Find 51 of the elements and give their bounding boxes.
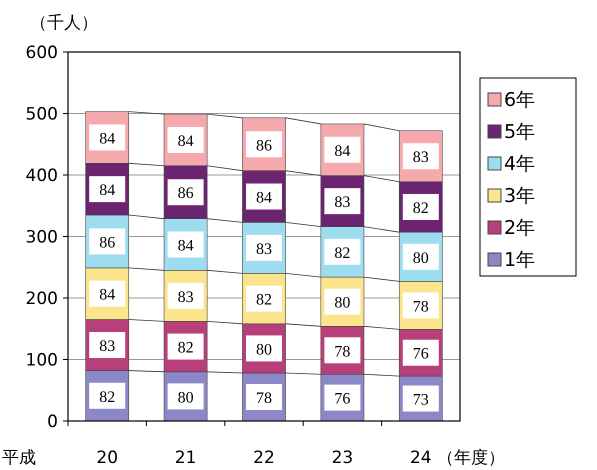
data-label: 82 (334, 244, 350, 262)
x-tick-label: 22 (253, 448, 275, 468)
x-axis-title: （年度） (436, 448, 505, 468)
data-label: 78 (412, 298, 429, 316)
y-tick-label: 500 (26, 104, 58, 124)
data-label: 84 (99, 130, 116, 148)
data-label: 78 (334, 343, 350, 360)
data-label: 86 (99, 234, 116, 252)
data-label: 86 (178, 185, 194, 202)
y-axis-title: （千人） (30, 13, 98, 33)
x-tick-label: 21 (174, 448, 196, 468)
data-label: 86 (256, 137, 272, 154)
data-label: 80 (256, 341, 272, 358)
data-label: 83 (412, 149, 429, 166)
data-label: 82 (99, 388, 116, 406)
data-label: 80 (412, 250, 429, 267)
legend-label: 3年 (504, 185, 536, 207)
legend-label: 1年 (504, 249, 536, 271)
data-label: 84 (256, 190, 272, 207)
y-tick-label: 600 (26, 43, 58, 63)
data-label: 76 (412, 346, 429, 363)
data-label: 80 (334, 294, 350, 312)
data-label: 84 (99, 286, 116, 304)
y-tick-label: 0 (47, 412, 58, 432)
legend-label: 2年 (504, 217, 536, 239)
data-label: 84 (178, 237, 194, 254)
y-tick-label: 400 (26, 166, 58, 186)
data-label: 82 (178, 340, 194, 357)
legend-label: 5年 (504, 121, 536, 143)
text: 平成 (2, 448, 36, 468)
data-label: 73 (412, 392, 429, 409)
data-label: 84 (99, 182, 116, 200)
data-label: 84 (334, 142, 350, 160)
y-tick-label: 200 (26, 289, 58, 309)
legend-label: 6年 (504, 89, 536, 111)
data-label: 83 (256, 240, 272, 258)
data-label: 80 (178, 389, 194, 406)
data-label: 83 (334, 194, 350, 212)
data-label: 84 (178, 132, 194, 150)
data-label: 78 (256, 390, 272, 408)
data-label: 82 (256, 292, 272, 309)
data-label: 76 (334, 390, 350, 408)
y-tick-label: 100 (26, 350, 58, 370)
data-label: 82 (412, 200, 429, 217)
legend-label: 4年 (504, 153, 536, 175)
data-label: 83 (178, 288, 194, 306)
x-tick-label: 20 (96, 448, 118, 468)
y-tick-label: 300 (26, 228, 58, 248)
data-label: 83 (99, 338, 116, 356)
x-tick-label: 23 (332, 448, 354, 468)
x-tick-label: 24 (410, 448, 432, 468)
